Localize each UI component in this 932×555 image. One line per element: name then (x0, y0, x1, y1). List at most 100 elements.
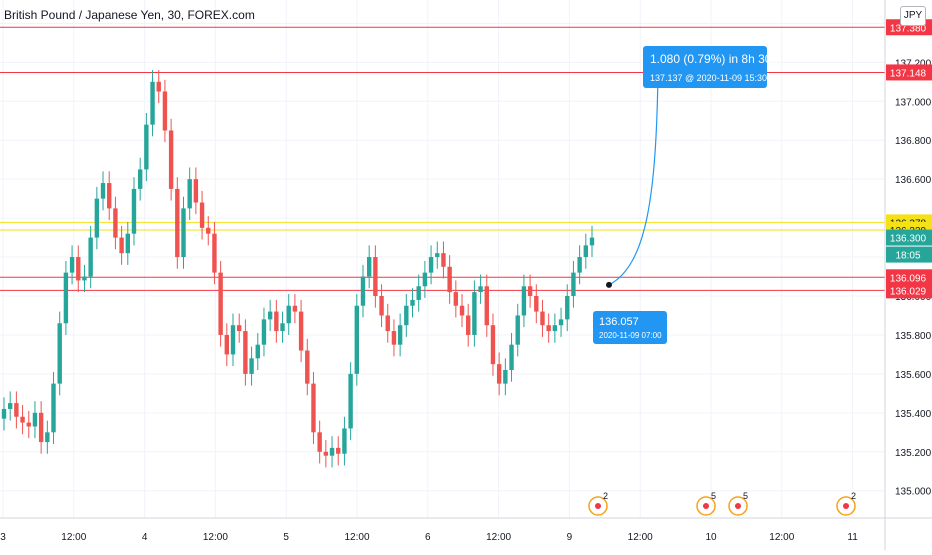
candle-body (298, 311, 304, 351)
candle-body (540, 311, 545, 326)
candle-body (484, 286, 489, 326)
candle-body (212, 233, 217, 273)
x-tick-label: 12:00 (203, 532, 228, 543)
projection-start-point[interactable] (606, 281, 612, 288)
event-dot (703, 503, 709, 509)
candle-body (144, 124, 149, 170)
candle-body (7, 403, 13, 409)
candle-body (292, 305, 298, 312)
candle-body (267, 311, 273, 320)
candle-body (571, 272, 576, 296)
candle-body (45, 432, 50, 443)
projection[interactable]: 1.080 (0.79%) in 8h 30m 137.137 @ 2020-11… (593, 46, 781, 344)
candle-body (193, 179, 199, 203)
candle-body (187, 179, 192, 209)
candle-body (552, 325, 558, 332)
candle-body (404, 305, 409, 326)
candle-body (38, 412, 44, 443)
chart-title: British Pound / Japanese Yen, 30, FOREX.… (4, 8, 255, 22)
projection-curve[interactable] (608, 74, 659, 286)
candle-body (199, 202, 205, 228)
candle-body (57, 323, 62, 384)
event-count: 2 (851, 491, 856, 501)
candle-body (336, 447, 341, 454)
y-tick-label: 135.600 (895, 370, 932, 381)
candle-body (447, 266, 452, 293)
y-tick-label: 137.200 (895, 58, 932, 69)
candle-body (373, 257, 378, 296)
candle-body (100, 183, 106, 199)
event-count: 2 (603, 491, 608, 501)
x-tick-label: 12:00 (344, 532, 369, 543)
candle-body (168, 130, 174, 189)
candle-body (261, 319, 267, 345)
candle-body (478, 286, 483, 293)
candle-body (94, 198, 100, 238)
candle-body (459, 305, 465, 316)
event-dot (843, 503, 849, 509)
x-tick-label: 10 (705, 532, 717, 543)
horizontal-lines[interactable] (0, 26, 885, 291)
candle-body (565, 296, 570, 320)
candle-body (441, 253, 446, 267)
event-count: 5 (743, 491, 748, 501)
price-tag-label: 137.380 (890, 23, 927, 34)
candle-body (391, 331, 397, 345)
candle-body (280, 323, 285, 332)
price-labels: 137.380137.148136.378136.339136.096136.0… (886, 19, 932, 299)
candle-body (26, 422, 31, 427)
candle-body (428, 257, 434, 273)
price-tag-label: 136.096 (890, 273, 927, 284)
candle-body (354, 305, 359, 374)
candle-body (286, 305, 291, 324)
candle-body (521, 286, 527, 316)
candle-body (342, 428, 347, 454)
y-tick-label: 135.400 (895, 409, 932, 420)
price-tag-label: 136.029 (890, 286, 927, 297)
candle-body (131, 188, 137, 234)
candle-body (69, 257, 75, 273)
event-markers[interactable]: 2 5 5 2 (588, 491, 856, 516)
candle-body (230, 325, 236, 355)
candle-body (379, 296, 384, 316)
projection-headline: 1.080 (0.79%) in 8h 30m (650, 52, 781, 66)
candle-body (515, 315, 520, 345)
y-tick-label: 137.000 (895, 97, 932, 108)
candle-body (305, 350, 310, 384)
candle-body (150, 81, 155, 125)
price-tag (886, 269, 932, 286)
candle-body (509, 344, 514, 370)
projection-start-label: 136.057 (599, 316, 639, 328)
candle-body (311, 383, 316, 433)
candle-body (63, 272, 69, 324)
price-tag (886, 282, 932, 299)
candle-body (125, 233, 130, 254)
candle-body (527, 286, 533, 296)
currency-badge[interactable]: JPY (900, 6, 926, 26)
candle-body (534, 296, 539, 312)
x-tick-label: 11 (847, 532, 858, 543)
event-dot (595, 503, 601, 509)
candle-body (1, 408, 7, 419)
countdown-label: 18:05 (895, 251, 920, 262)
candle-body (181, 208, 186, 258)
candle-body (162, 91, 168, 131)
candle-body (323, 451, 329, 456)
candle-body (119, 237, 124, 254)
x-tick-label: 12:00 (61, 532, 86, 543)
candle-body (274, 311, 279, 332)
candle-body (156, 81, 161, 92)
candle-body (14, 403, 19, 417)
projection-start-date: 2020-11-09 07:00 (599, 331, 662, 340)
y-tick-label: 135.000 (895, 487, 932, 498)
candle-body (546, 325, 551, 332)
x-tick-label: 4 (142, 532, 148, 543)
y-tick-label: 136.600 (895, 175, 932, 186)
candle-body (583, 245, 589, 258)
candle-body (360, 276, 366, 306)
candle-body (249, 358, 254, 374)
candle-body (453, 292, 459, 306)
